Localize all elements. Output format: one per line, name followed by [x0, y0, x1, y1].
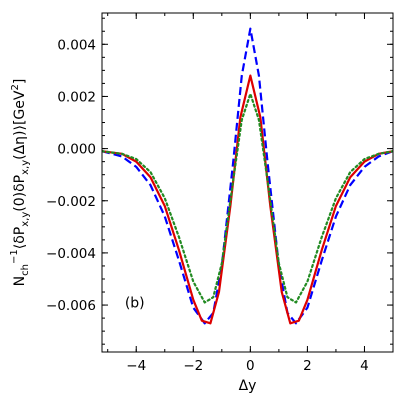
y-title-body2: (0)δP [12, 175, 28, 212]
series-line-solid [102, 74, 393, 325]
y-tick-label: 0.004 [57, 37, 96, 53]
y-title-body3: (Δη)⟩[GeV [12, 90, 28, 160]
y-title-body1: ⟨δP [12, 227, 28, 249]
y-title-sub1: ch [20, 264, 31, 276]
plot-frame [101, 12, 394, 353]
y-tick-label: −0.006 [46, 298, 96, 314]
y-axis-title: Nch−1⟨δPx,y(0)δPx,y(Δη)⟩[GeV2] [9, 79, 31, 287]
series-layer [102, 27, 393, 325]
x-axis-title: Δy [239, 378, 257, 394]
x-tick-label: 0 [246, 358, 255, 374]
y-tick-label: 0.002 [57, 89, 96, 105]
y-title-sup1: −1 [9, 249, 20, 264]
y-title-n: N [12, 276, 28, 286]
x-tick-label: 2 [303, 358, 312, 374]
series-line-dashed [102, 27, 393, 325]
x-tick-label: −4 [126, 358, 146, 374]
y-title-sub3: x,y [20, 160, 31, 175]
y-tick-label: −0.002 [46, 194, 96, 210]
ticks-layer: −4 −2 0 2 4 0.004 0.002 0.000 −0.002 −0.004 −0.006 [46, 13, 394, 374]
y-tick-label: 0.000 [57, 142, 96, 158]
series-line-dotted [102, 92, 393, 304]
x-tick-label: −2 [183, 358, 203, 374]
y-title-sup2: 2 [10, 84, 21, 90]
panel-annotation: (b) [125, 296, 145, 312]
y-title-sub2: x,y [20, 212, 31, 227]
y-title-body4: ] [12, 79, 28, 84]
y-tick-label: −0.004 [46, 246, 96, 262]
x-tick-label: 4 [360, 358, 369, 374]
